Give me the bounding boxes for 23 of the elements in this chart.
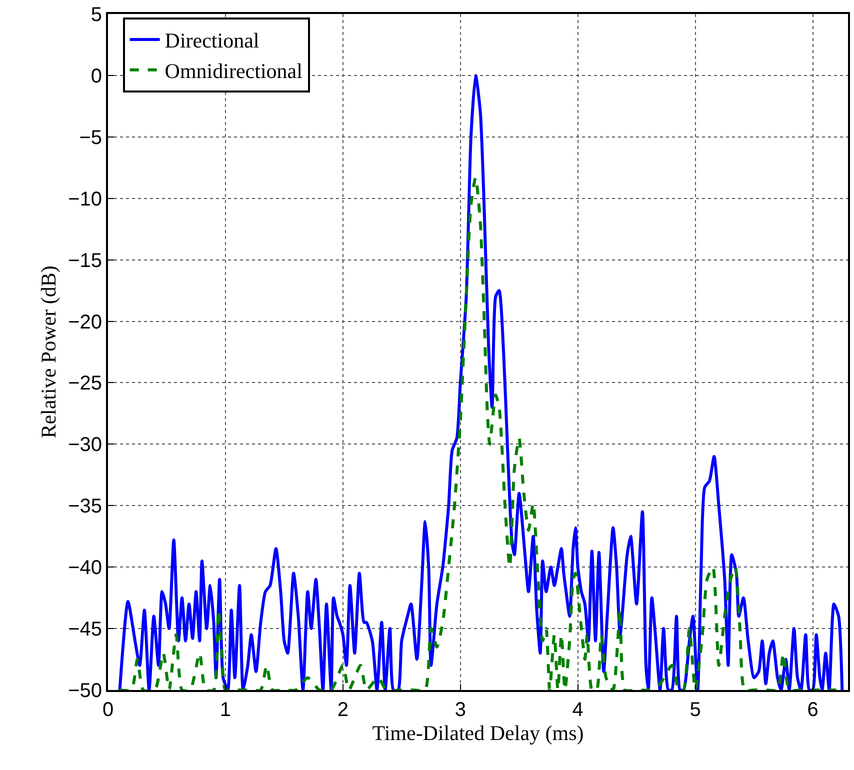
- y-axis-title: Relative Power (dB): [36, 266, 61, 438]
- legend-label: Directional: [164, 28, 260, 53]
- y-tick-label: −15: [68, 250, 102, 272]
- y-tick-label: −35: [68, 496, 102, 518]
- x-axis-title: Time-Dilated Delay (ms): [372, 721, 584, 745]
- x-tick-label: 5: [690, 699, 701, 721]
- y-tick-label: −40: [68, 557, 102, 580]
- y-tick-label: −30: [68, 434, 102, 456]
- y-tick-label: −25: [68, 372, 102, 395]
- y-tick-label: −45: [68, 618, 102, 641]
- y-tick-label: 5: [90, 4, 102, 26]
- x-tick-label: 1: [220, 699, 232, 721]
- y-tick-label: −50: [68, 680, 102, 702]
- legend-label: Omnidirectional: [164, 59, 303, 84]
- x-tick-label: 6: [807, 699, 818, 721]
- y-tick-label: −10: [68, 188, 102, 210]
- y-tick-label: −20: [68, 311, 102, 334]
- x-tick-label: 2: [337, 699, 348, 721]
- y-tick-label: 0: [90, 65, 102, 88]
- x-tick-label: 4: [572, 699, 584, 721]
- line-series: [118, 176, 838, 690]
- x-tick-label: 3: [454, 699, 466, 721]
- y-tick-label: −5: [79, 126, 102, 149]
